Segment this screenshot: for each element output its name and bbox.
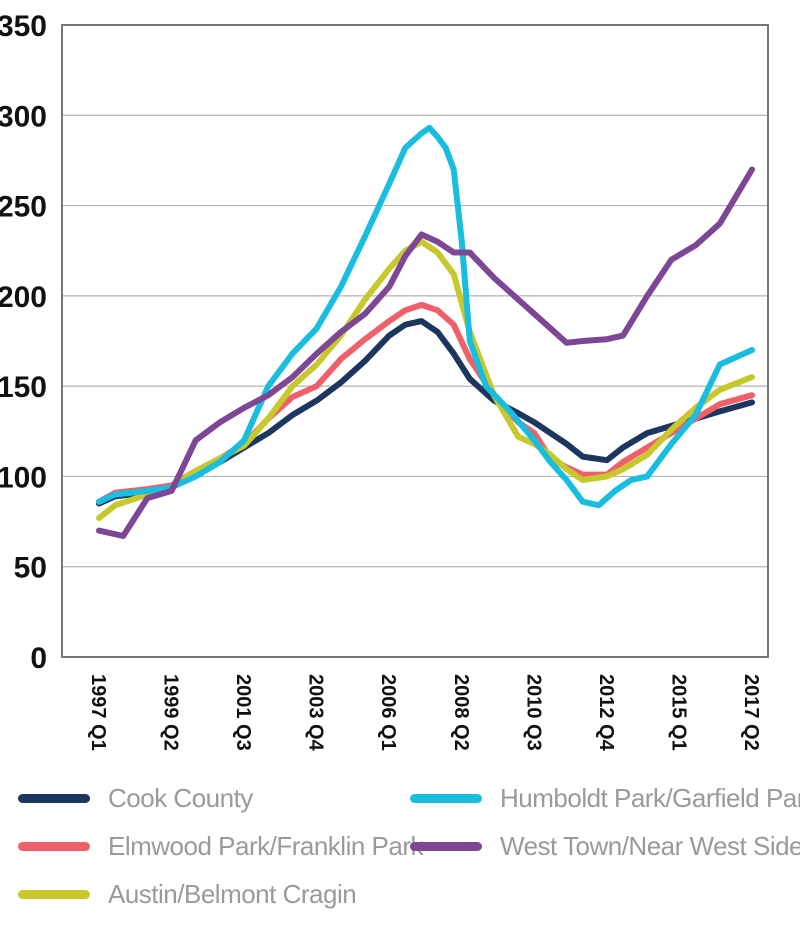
y-tick-label: 50 (14, 552, 47, 585)
series-line-west-town-near-west-side (96, 166, 755, 539)
legend: Cook County Humboldt Park/Garfield Park … (0, 770, 800, 920)
y-tick-label: 100 (0, 461, 47, 494)
y-tick-label: 250 (0, 191, 47, 224)
series-line-humboldt-park-garfield-park (96, 124, 755, 509)
legend-swatch (410, 794, 482, 803)
y-axis-ticks: 0 50 100 150 200 250 300 350 (0, 10, 47, 675)
x-tick-label: 2006 Q1 (377, 674, 399, 751)
x-tick-label: 2017 Q2 (740, 674, 762, 751)
legend-swatch (18, 842, 90, 851)
legend-label: West Town/Near West Side (500, 831, 800, 861)
x-tick-label: 2010 Q3 (522, 674, 544, 751)
y-tick-label: 200 (0, 281, 47, 314)
y-tick-label: 0 (30, 642, 47, 675)
legend-swatch (18, 794, 90, 803)
x-tick-label: 2012 Q4 (595, 674, 617, 752)
legend-swatch (410, 842, 482, 851)
legend-label: Cook County (108, 783, 253, 813)
legend-label: Humboldt Park/Garfield Park (500, 783, 800, 813)
y-tick-label: 350 (0, 10, 47, 43)
legend-item-austin-belmont: Austin/Belmont Cragin (18, 879, 357, 910)
legend-item-west-town: West Town/Near West Side (410, 831, 800, 862)
series-lines (96, 124, 755, 539)
legend-item-cook-county: Cook County (18, 783, 253, 814)
legend-swatch (18, 890, 90, 899)
line-chart: 0 50 100 150 200 250 300 350 1997 Q1 1999 Q2 2001… (0, 10, 769, 752)
x-axis-ticks: 1997 Q1 1999 Q2 2001 Q3 2003 Q4 2006 Q1 2008 … (87, 674, 762, 752)
x-tick-label: 2015 Q1 (667, 674, 689, 751)
gridlines (62, 114, 768, 568)
legend-item-humboldt-park: Humboldt Park/Garfield Park (410, 783, 800, 814)
y-tick-label: 150 (0, 371, 47, 404)
plot-frame (61, 24, 769, 658)
x-tick-label: 1999 Q2 (160, 674, 182, 751)
x-tick-label: 1997 Q1 (87, 674, 109, 751)
x-tick-label: 2001 Q3 (232, 674, 254, 751)
x-tick-label: 2003 Q4 (305, 674, 327, 752)
legend-label: Elmwood Park/Franklin Park (108, 831, 424, 861)
legend-item-elmwood-park: Elmwood Park/Franklin Park (18, 831, 424, 862)
y-tick-label: 300 (0, 100, 47, 133)
x-tick-label: 2008 Q2 (450, 674, 472, 751)
legend-label: Austin/Belmont Cragin (108, 879, 357, 909)
